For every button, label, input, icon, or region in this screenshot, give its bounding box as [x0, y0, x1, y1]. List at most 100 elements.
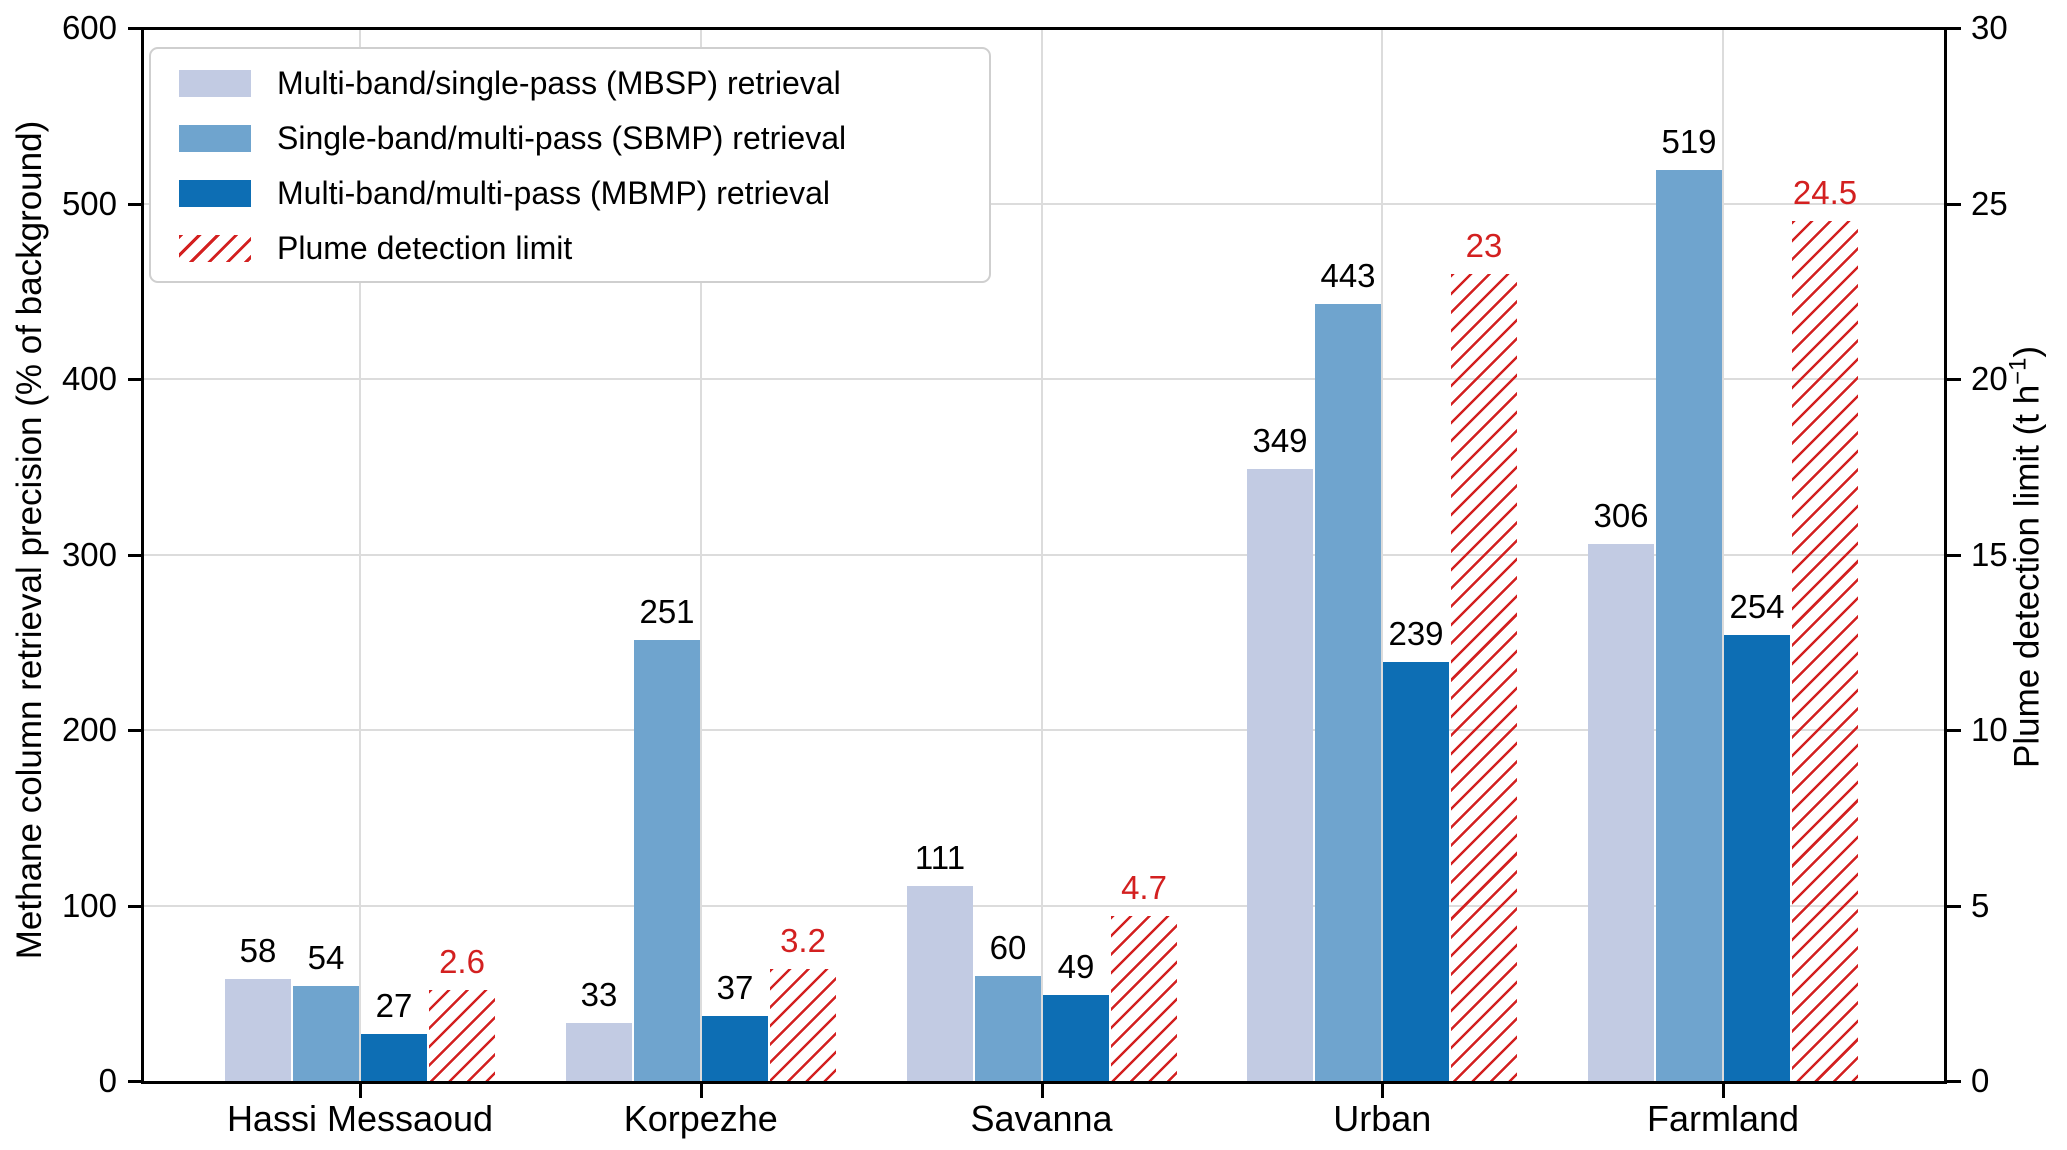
bar-mbmp-hassi-messaoud: [361, 1034, 427, 1081]
left-axis-tick-0: [128, 1080, 142, 1083]
bar-value-sbmp-korpezhe: 251: [639, 593, 695, 630]
right-axis-tick-label-15: 15: [1971, 535, 2008, 573]
bar-sbmp-urban: [1315, 304, 1381, 1081]
bar-mbsp-savanna: [907, 886, 973, 1081]
bar-mbsp-urban: [1247, 469, 1313, 1081]
legend-swatch-plume-detection-limit-hatch: [179, 235, 251, 262]
legend-swatch-mbsp: [179, 70, 251, 97]
bar-value-mbmp-urban: 239: [1388, 615, 1444, 652]
x-axis-label-savanna: Savanna: [970, 1098, 1113, 1139]
left-axis-tick-500: [128, 202, 142, 206]
bar-value-plume-detection-limit-korpezhe: 3.2: [780, 922, 826, 959]
gridline-vertical-farmland: [1722, 30, 1724, 1081]
bar-mbmp-korpezhe: [702, 1016, 768, 1081]
legend-item-mbsp: Multi-band/single-pass (MBSP) retrieval: [151, 56, 989, 111]
bar-plume-detection-limit-farmland: [1792, 221, 1858, 1081]
right-axis-tick-10: [1947, 729, 1961, 732]
x-axis-tick-korpezhe: [699, 1084, 703, 1098]
gridline-vertical-hassi-messaoud: [359, 30, 361, 1081]
bar-sbmp-korpezhe: [634, 640, 700, 1081]
bar-value-mbsp-savanna: 111: [914, 839, 966, 876]
legend-item-plume-detection-limit: Plume detection limit: [151, 221, 989, 276]
legend-label-plume-detection-limit: Plume detection limit: [277, 230, 573, 266]
legend: Multi-band/single-pass (MBSP) retrieval …: [149, 47, 991, 283]
axis-spine-left: [141, 27, 144, 1084]
left-axis-tick-label-500: 500: [61, 184, 117, 222]
right-axis-tick-30: [1947, 27, 1961, 30]
x-axis-label-korpezhe: Korpezhe: [623, 1098, 778, 1139]
x-axis-tick-urban: [1381, 1084, 1385, 1098]
left-axis-tick-label-300: 300: [61, 535, 117, 573]
bar-value-mbsp-urban: 349: [1252, 422, 1308, 459]
bar-value-sbmp-farmland: 519: [1661, 123, 1717, 160]
x-axis-tick-savanna: [1040, 1084, 1044, 1098]
legend-label-mbmp: Multi-band/multi-pass (MBMP) retrieval: [277, 175, 831, 211]
axis-spine-top: [141, 27, 1947, 30]
left-axis-tick-400: [128, 378, 142, 381]
right-axis-tick-label-10: 10: [1971, 711, 2008, 748]
bar-value-mbsp-hassi-messaoud: 58: [239, 932, 277, 969]
bar-plume-detection-limit-urban: [1451, 274, 1517, 1081]
bar-plume-detection-limit-korpezhe: [770, 969, 836, 1081]
left-axis-title-text: Methane column retrieval precision (% of…: [10, 120, 49, 960]
bar-sbmp-hassi-messaoud: [293, 986, 359, 1081]
left-axis-tick-label-100: 100: [61, 886, 117, 924]
left-axis-tick-label-200: 200: [61, 711, 117, 748]
gridline-horizontal-500: [143, 202, 1944, 205]
legend-swatch-sbmp: [179, 125, 251, 152]
bar-plume-detection-limit-savanna: [1111, 916, 1177, 1081]
axis-spine-bottom: [141, 1081, 1947, 1084]
left-axis-tick-label-0: 0: [98, 1062, 117, 1099]
bar-mbsp-hassi-messaoud: [225, 979, 291, 1081]
right-axis-tick-label-30: 30: [1971, 9, 2008, 46]
bar-value-plume-detection-limit-farmland: 24.5: [1792, 174, 1858, 211]
gridline-vertical-urban: [1381, 30, 1384, 1081]
right-axis-tick-label-25: 25: [1971, 184, 2008, 222]
legend-swatch-mbmp: [179, 180, 251, 207]
gridline-vertical-korpezhe: [699, 30, 702, 1081]
legend-label-mbsp: Multi-band/single-pass (MBSP) retrieval: [277, 65, 841, 101]
x-axis-tick-hassi-messaoud: [359, 1084, 362, 1098]
bar-mbmp-urban: [1383, 662, 1449, 1081]
bar-value-mbmp-hassi-messaoud: 27: [375, 987, 413, 1024]
gridline-vertical-savanna: [1040, 30, 1043, 1081]
right-axis-tick-0: [1947, 1080, 1961, 1083]
bar-value-plume-detection-limit-hassi-messaoud: 2.6: [439, 943, 485, 980]
right-axis-tick-20: [1947, 378, 1961, 381]
gridline-horizontal-100: [143, 904, 1944, 907]
bar-value-sbmp-savanna: 60: [989, 929, 1027, 966]
right-axis-tick-label-20: 20: [1971, 360, 2008, 397]
left-axis-tick-300: [128, 553, 142, 557]
right-axis-tick-label-0: 0: [1971, 1062, 1990, 1099]
x-axis-label-farmland: Farmland: [1646, 1098, 1800, 1139]
x-axis-label-urban: Urban: [1333, 1098, 1432, 1139]
legend-label-sbmp: Single-band/multi-pass (SBMP) retrieval: [277, 120, 847, 156]
left-axis-tick-label-400: 400: [61, 360, 117, 397]
bar-value-plume-detection-limit-savanna: 4.7: [1121, 869, 1167, 906]
bar-sbmp-savanna: [975, 976, 1041, 1081]
legend-item-mbmp: Multi-band/multi-pass (MBMP) retrieval: [151, 166, 989, 221]
left-axis-tick-600: [128, 27, 142, 30]
bar-value-mbsp-korpezhe: 33: [580, 976, 618, 1013]
bar-value-mbmp-farmland: 254: [1729, 588, 1785, 625]
right-axis-tick-label-5: 5: [1971, 886, 1990, 924]
gridline-horizontal-400: [143, 378, 1944, 380]
x-axis-tick-farmland: [1722, 1084, 1725, 1098]
bar-sbmp-farmland: [1656, 170, 1722, 1081]
right-axis-tick-25: [1947, 202, 1961, 206]
gridline-horizontal-300: [143, 553, 1944, 556]
gridline-horizontal-200: [143, 729, 1944, 731]
x-axis-label-hassi-messaoud: Hassi Messaoud: [226, 1098, 494, 1139]
left-axis-tick-200: [128, 729, 142, 732]
right-axis-title-text: Plume detection limit (t h−1): [2004, 345, 2047, 769]
right-axis-tick-5: [1947, 904, 1961, 908]
bar-value-plume-detection-limit-urban: 23: [1465, 227, 1503, 264]
axis-spine-right: [1944, 27, 1947, 1084]
bar-mbsp-korpezhe: [566, 1023, 632, 1081]
legend-item-sbmp: Single-band/multi-pass (SBMP) retrieval: [151, 111, 989, 166]
bar-value-sbmp-urban: 443: [1320, 257, 1376, 294]
bar-value-sbmp-hassi-messaoud: 54: [307, 939, 345, 976]
left-axis-tick-label-600: 600: [61, 9, 117, 46]
bar-mbmp-savanna: [1043, 995, 1109, 1081]
